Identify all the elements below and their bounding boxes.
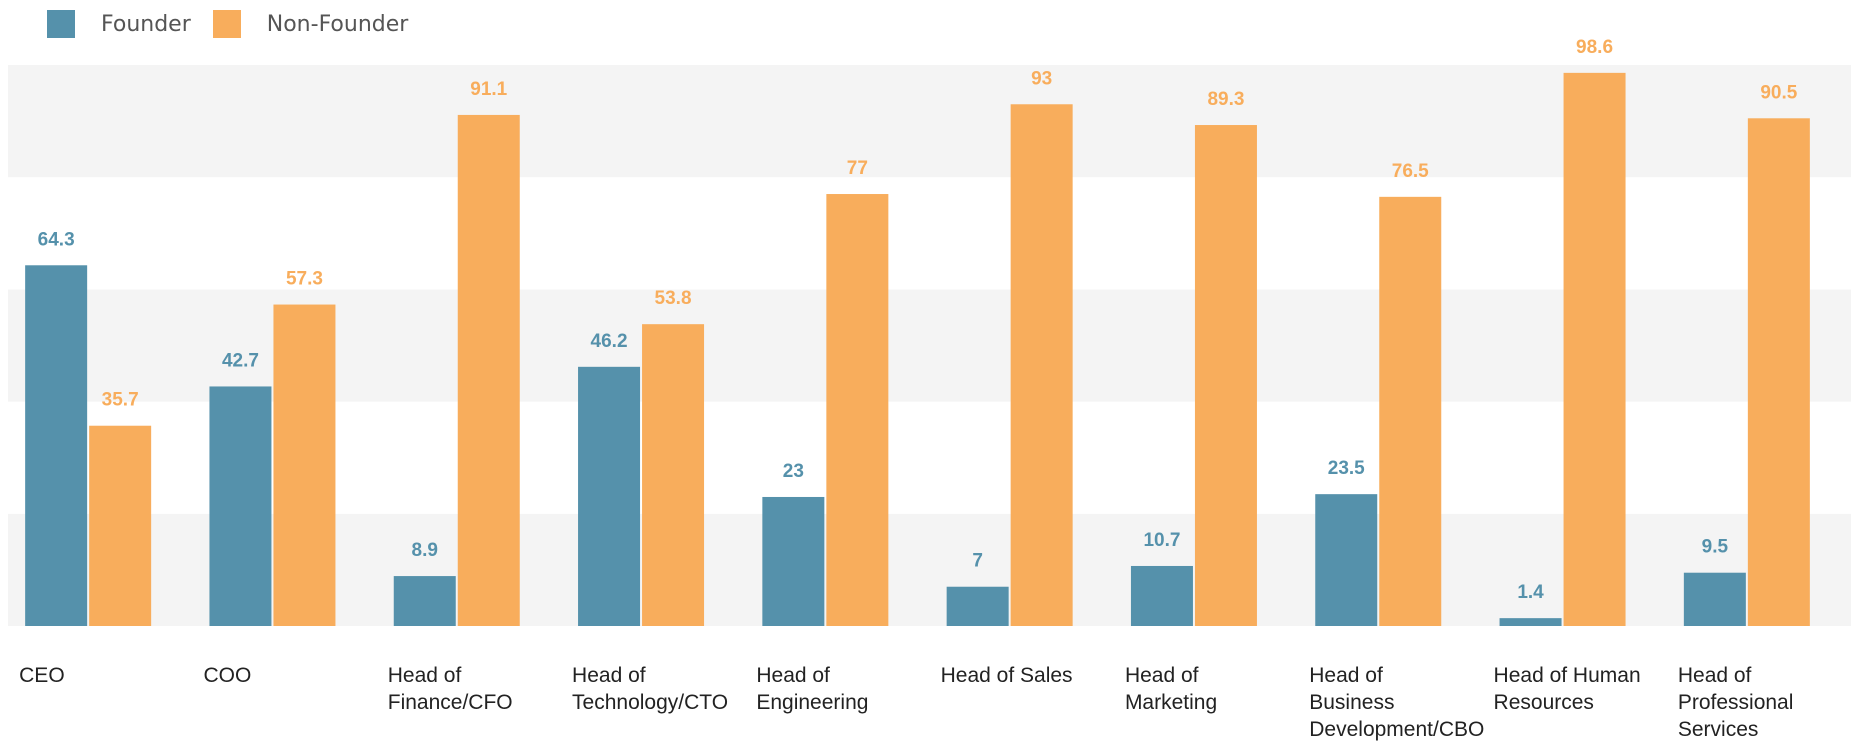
grid-band	[8, 65, 1851, 178]
bar-non-founder[interactable]	[1194, 125, 1257, 626]
category-labels: CEO COO Head of Finance/CFO Head of Technolog…	[19, 664, 1793, 741]
data-label-non-founder: 89.3	[1207, 89, 1244, 110]
bar-non-founder[interactable]	[1563, 72, 1626, 626]
bar-founder[interactable]	[762, 496, 825, 626]
bar-founder[interactable]	[1130, 565, 1193, 626]
category-label-line: COO	[203, 664, 251, 687]
bar-founder[interactable]	[393, 576, 456, 626]
bar-non-founder[interactable]	[826, 194, 889, 626]
category-label-line: Services	[1678, 718, 1759, 741]
legend: Founder Non-Founder	[47, 8, 430, 40]
category-label: Head of Marketing	[1125, 664, 1217, 714]
category-label: COO	[203, 664, 251, 687]
grid-band	[8, 177, 1851, 290]
bar-founder[interactable]	[1315, 494, 1378, 626]
legend-label-non-founder: Non-Founder	[266, 11, 409, 37]
data-label-non-founder: 91.1	[470, 79, 507, 100]
data-label-non-founder: 35.7	[102, 390, 139, 411]
legend-item-non-founder[interactable]: Non-Founder	[212, 10, 409, 38]
category-label: Head of Business Development/CBO	[1309, 664, 1484, 741]
data-label-non-founder: 76.5	[1392, 161, 1429, 182]
bar-non-founder[interactable]	[1747, 118, 1810, 627]
category-label-line: Finance/CFO	[388, 691, 513, 714]
category-label: Head of Sales	[941, 664, 1073, 687]
data-label-founder: 8.9	[412, 540, 438, 561]
category-label-line: Head of	[1309, 664, 1383, 687]
category-label-line: Resources	[1494, 691, 1594, 714]
category-label-line: Technology/CTO	[572, 691, 728, 714]
bar-founder[interactable]	[1683, 572, 1746, 626]
data-label-non-founder: 98.6	[1576, 37, 1613, 58]
category-label-line: Head of	[1125, 664, 1199, 687]
data-label-non-founder: 90.5	[1760, 82, 1797, 103]
category-label: Head of Professional Services	[1678, 664, 1794, 741]
data-label-non-founder: 77	[847, 158, 868, 179]
category-label: Head of Technology/CTO	[572, 664, 728, 714]
data-label-non-founder: 93	[1031, 68, 1052, 89]
category-label-line: Business	[1309, 691, 1394, 714]
data-label-founder: 46.2	[591, 331, 628, 352]
bar-founder[interactable]	[946, 586, 1009, 626]
category-label-line: Engineering	[756, 691, 868, 714]
data-label-founder: 23.5	[1328, 458, 1365, 479]
data-label-founder: 1.4	[1517, 582, 1544, 603]
legend-label-founder: Founder	[101, 11, 191, 37]
bar-non-founder[interactable]	[1010, 104, 1073, 626]
bar-non-founder[interactable]	[1379, 196, 1442, 626]
bar-founder[interactable]	[1499, 618, 1562, 626]
bar-founder[interactable]	[209, 386, 272, 626]
bar-non-founder[interactable]	[89, 425, 152, 626]
data-label-founder: 10.7	[1143, 530, 1180, 551]
legend-swatch-founder	[47, 10, 75, 38]
data-label-founder: 42.7	[222, 350, 259, 371]
category-label-line: Marketing	[1125, 691, 1217, 714]
category-label-line: CEO	[19, 664, 65, 687]
data-label-founder: 7	[972, 551, 983, 572]
data-label-founder: 64.3	[38, 229, 75, 250]
bars	[25, 72, 1810, 627]
bar-founder[interactable]	[25, 265, 88, 626]
data-label-non-founder: 53.8	[655, 288, 692, 309]
bar-non-founder[interactable]	[642, 324, 705, 626]
category-label-line: Head of Human	[1494, 664, 1641, 687]
category-label-line: Head of	[388, 664, 462, 687]
category-label-line: Head of	[756, 664, 830, 687]
data-label-founder: 9.5	[1702, 537, 1729, 558]
data-label-non-founder: 57.3	[286, 269, 323, 290]
bar-founder[interactable]	[578, 366, 641, 626]
category-label: Head of Engineering	[756, 664, 868, 714]
category-label-line: Head of	[1678, 664, 1752, 687]
bar-non-founder[interactable]	[273, 304, 336, 626]
category-label: Head of Human Resources	[1494, 664, 1641, 714]
category-label-line: Head of Sales	[941, 664, 1073, 687]
category-label-line: Professional	[1678, 691, 1794, 714]
legend-swatch-non-founder	[212, 10, 241, 38]
value-labels: 64.335.742.757.38.991.146.253.8237779310…	[38, 37, 1798, 603]
category-label: CEO	[19, 664, 65, 687]
data-label-founder: 23	[783, 461, 804, 482]
category-label-line: Development/CBO	[1309, 718, 1484, 741]
bar-non-founder[interactable]	[457, 114, 520, 626]
category-label-line: Head of	[572, 664, 646, 687]
category-label: Head of Finance/CFO	[388, 664, 513, 714]
legend-item-founder[interactable]: Founder	[47, 10, 191, 38]
